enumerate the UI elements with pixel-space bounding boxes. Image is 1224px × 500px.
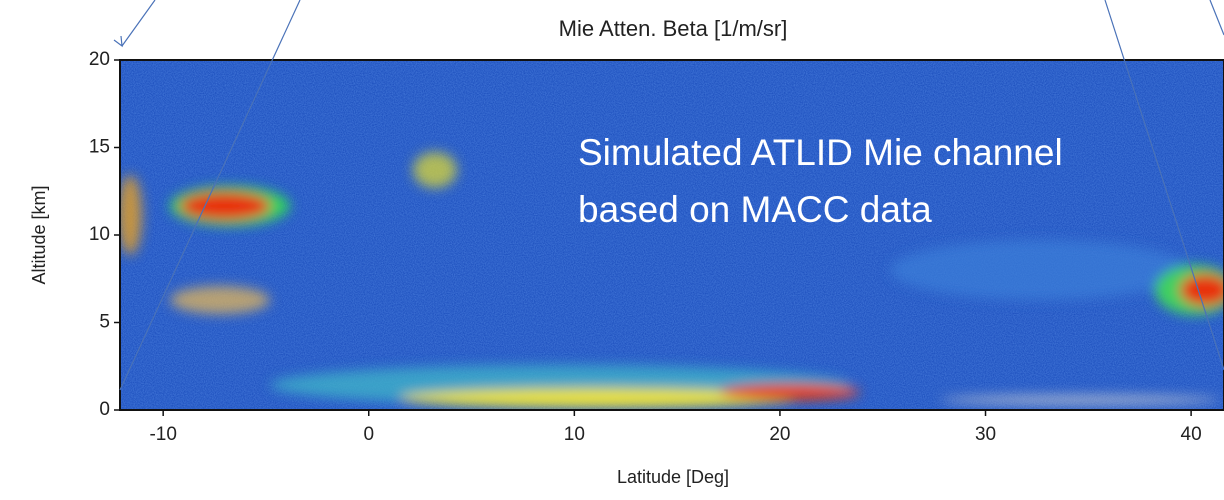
y-axis-label: Altitude [km] — [29, 185, 49, 284]
chart-title: Mie Atten. Beta [1/m/sr] — [559, 16, 788, 41]
y-tick-label: 20 — [89, 49, 110, 70]
x-tick-label: 10 — [564, 424, 585, 445]
y-tick-label: 0 — [99, 399, 110, 420]
x-tick-label: 30 — [975, 424, 996, 445]
x-tick-label: 40 — [1181, 424, 1202, 445]
zoom-lines — [113, 0, 1224, 391]
heatmap-image — [120, 60, 1224, 410]
y-tick-label: 15 — [89, 137, 110, 158]
x-tick-label: 20 — [769, 424, 790, 445]
x-axis-label: Latitude [Deg] — [617, 467, 729, 487]
y-tick-label: 10 — [89, 224, 110, 245]
annotation: Simulated ATLID Mie channel based on MAC… — [578, 132, 1063, 230]
x-tick-label: 0 — [363, 424, 374, 445]
x-tick-label: -10 — [149, 424, 176, 445]
y-tick-label: 5 — [99, 312, 110, 333]
